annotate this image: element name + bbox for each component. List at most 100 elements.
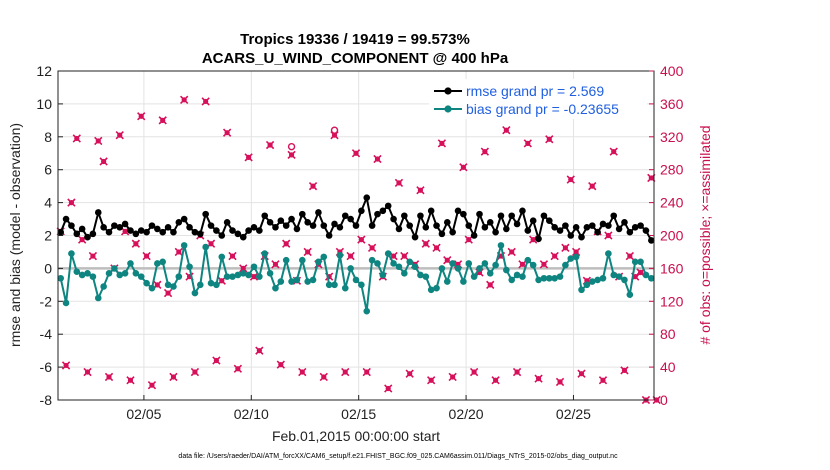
bias-point	[256, 273, 263, 280]
obs-assimilated-cross	[448, 372, 457, 382]
bias-point	[105, 270, 113, 277]
obs-assimilated-point	[491, 376, 500, 385]
bias-point	[159, 258, 167, 266]
rmse-point	[422, 223, 430, 231]
rmse-point	[481, 223, 489, 231]
rmse-point	[519, 207, 526, 215]
rmse-point	[186, 223, 193, 231]
rmse-point	[196, 230, 204, 238]
rmse-point	[486, 219, 494, 226]
obs-assimilated-cross	[512, 367, 522, 377]
bias-point	[438, 265, 446, 272]
bias-point	[250, 263, 258, 271]
bias-point	[508, 276, 516, 284]
bias-point	[540, 274, 548, 282]
bias-point	[642, 271, 650, 279]
obs-assimilated-point	[137, 112, 146, 121]
obs-assimilated-cross	[486, 280, 495, 290]
obs-assimilated-cross	[400, 251, 409, 261]
obs-assimilated-point	[120, 227, 130, 236]
obs-assimilated-cross	[217, 276, 226, 285]
rmse-point	[315, 209, 322, 216]
bias-point	[368, 256, 376, 264]
bias-point	[272, 284, 279, 292]
rmse-point	[524, 227, 532, 234]
y-tick-label-left: 8	[44, 129, 52, 145]
bias-point	[454, 265, 462, 272]
obs-assimilated-cross	[308, 181, 318, 191]
obs-assimilated-cross	[341, 367, 350, 377]
y-tick-label-left: 6	[44, 162, 52, 178]
obs-assimilated-cross	[239, 264, 248, 273]
obs-assimilated-cross	[523, 139, 532, 148]
bias-point	[111, 265, 118, 272]
obs-assimilated-cross	[432, 243, 441, 253]
x-tick-label: 02/15	[341, 406, 376, 422]
obs-assimilated-point	[308, 181, 318, 191]
bias-point	[476, 265, 483, 272]
rmse-point	[213, 227, 220, 234]
obs-assimilated-point	[529, 235, 538, 244]
obs-assimilated-point	[571, 247, 581, 257]
chart-title-line1: Tropics 19336 / 19419 = 99.573%	[240, 31, 470, 48]
obs-assimilated-point	[228, 251, 237, 261]
obs-assimilated-point	[384, 384, 393, 393]
obs-assimilated-cross	[104, 372, 114, 382]
rmse-point	[218, 232, 226, 239]
bias-point	[299, 256, 306, 264]
bias-point	[556, 273, 564, 280]
y-tick-label-left: 12	[36, 63, 52, 79]
obs-assimilated-point	[367, 243, 377, 253]
obs-assimilated-point	[362, 367, 371, 377]
bias-point	[449, 260, 456, 267]
rmse-point	[111, 222, 118, 229]
rmse-point	[261, 212, 269, 220]
obs-assimilated-point	[512, 367, 522, 377]
obs-assimilated-cross	[174, 247, 183, 257]
bias-point	[465, 260, 473, 267]
rmse-point	[433, 222, 440, 229]
obs-assimilated-cross	[502, 126, 511, 135]
rmse-point	[605, 222, 612, 229]
obs-assimilated-point	[244, 153, 253, 162]
obs-assimilated-point	[282, 239, 291, 248]
y-tick-label-left: -6	[40, 359, 53, 375]
rmse-point	[465, 222, 473, 229]
bias-point	[529, 261, 537, 269]
obs-assimilated-point	[357, 235, 366, 244]
obs-assimilated-point	[287, 150, 296, 160]
rmse-point	[127, 227, 134, 234]
rmse-point	[454, 207, 462, 215]
bias-point	[94, 294, 102, 302]
bias-point	[379, 271, 387, 279]
rmse-point	[578, 233, 585, 241]
bias-point	[154, 260, 161, 267]
bias-point	[186, 263, 193, 271]
bias-point	[395, 263, 403, 271]
x-tick-label: 02/05	[126, 406, 161, 422]
rmse-point	[588, 222, 596, 229]
obs-possible-point	[287, 142, 296, 151]
obs-assimilated-cross	[330, 130, 339, 140]
bias-point	[223, 273, 231, 280]
rmse-point	[438, 230, 446, 238]
rmse-point	[73, 230, 81, 238]
rmse-point	[175, 219, 183, 226]
bias-point	[497, 242, 505, 249]
bias-point	[358, 281, 365, 289]
bias-point	[443, 278, 451, 285]
rmse-point	[460, 210, 467, 218]
obs-assimilated-point	[523, 139, 532, 148]
bias-point	[562, 261, 569, 269]
obs-assimilated-cross	[469, 367, 479, 377]
obs-assimilated-cross	[233, 364, 243, 373]
rmse-point	[390, 215, 397, 223]
bias-point	[545, 274, 553, 282]
obs-assimilated-cross	[464, 235, 473, 244]
rmse-point	[137, 227, 145, 234]
obs-assimilated-point	[539, 260, 549, 269]
obs-assimilated-point	[421, 239, 430, 248]
obs-assimilated-point	[534, 374, 543, 383]
obs-assimilated-point	[276, 360, 285, 369]
rmse-point	[309, 222, 317, 229]
